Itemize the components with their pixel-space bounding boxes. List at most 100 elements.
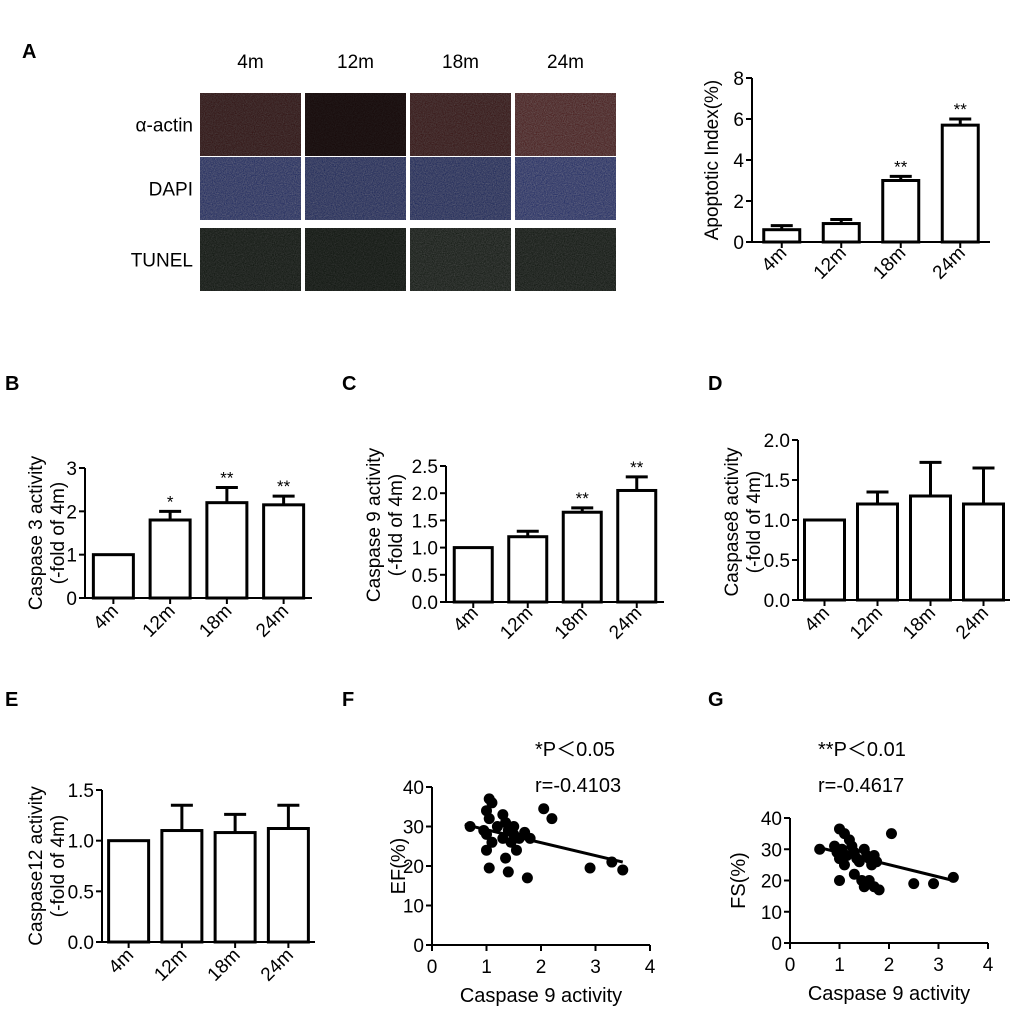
data-point bbox=[464, 821, 476, 832]
data-point bbox=[871, 856, 883, 868]
x-tick-label: 18m bbox=[869, 243, 910, 284]
bar-24m bbox=[962, 502, 1005, 602]
data-point bbox=[510, 844, 522, 856]
x-tick-label: 24m bbox=[252, 601, 293, 642]
micrograph-tile bbox=[515, 157, 616, 220]
x-tick-label: 4 bbox=[983, 955, 994, 976]
data-point bbox=[584, 862, 596, 874]
micrograph-tile bbox=[410, 93, 511, 156]
y-tick-label: 1.5 bbox=[764, 471, 790, 492]
micrograph-tile bbox=[410, 228, 511, 291]
data-point bbox=[617, 864, 629, 876]
bar-18m bbox=[881, 179, 921, 244]
x-tick-label: 0 bbox=[427, 957, 438, 978]
micrograph-tile bbox=[410, 157, 511, 220]
data-point bbox=[491, 821, 503, 832]
y-axis-label: FS(%) bbox=[728, 852, 750, 909]
y-tick-label: 2 bbox=[66, 502, 77, 523]
micrograph-row-label: α-actin bbox=[136, 116, 193, 137]
y-tick-label: 8 bbox=[733, 69, 744, 90]
y-axis-label-line: Caspase 3 activity bbox=[26, 455, 47, 610]
r-value-annotation: r=-0.4617 bbox=[818, 775, 904, 797]
micrograph-column-label: 18m bbox=[442, 52, 479, 73]
x-tick-label: 0 bbox=[785, 955, 796, 976]
bar-4m bbox=[452, 546, 494, 604]
significance-marker: ** bbox=[954, 100, 968, 119]
tile-stain bbox=[305, 93, 406, 156]
bar-24m bbox=[262, 503, 306, 600]
micrograph-column-label: 12m bbox=[337, 52, 374, 73]
y-tick-label: 10 bbox=[403, 897, 424, 918]
x-tick-label: 4m bbox=[449, 603, 483, 637]
data-point bbox=[483, 813, 495, 825]
x-tick-label: 12m bbox=[846, 603, 887, 644]
tile-stain bbox=[515, 228, 616, 291]
data-point bbox=[497, 832, 509, 844]
bar-12m bbox=[856, 502, 899, 602]
data-point bbox=[947, 871, 959, 883]
x-tick-label: 1 bbox=[834, 955, 845, 976]
y-tick-label: 2.5 bbox=[412, 457, 438, 478]
y-tick-label: 0.0 bbox=[68, 933, 94, 954]
x-tick-label: 12m bbox=[139, 601, 180, 642]
bar-12m bbox=[821, 222, 861, 244]
y-tick-label: 0 bbox=[733, 233, 744, 254]
bar-4m bbox=[107, 839, 151, 944]
y-tick-label: 1.0 bbox=[68, 832, 94, 853]
x-tick-label: 3 bbox=[933, 955, 944, 976]
x-axis-label: Caspase 9 activity bbox=[808, 983, 970, 1005]
panel-letter-F: F bbox=[342, 689, 354, 711]
y-tick-label: 0.0 bbox=[764, 591, 790, 612]
y-tick-label: 6 bbox=[733, 110, 744, 131]
x-tick-label: 2 bbox=[536, 957, 547, 978]
y-axis-label-line: (-fold of 4m) bbox=[744, 471, 765, 573]
x-tick-label: 4m bbox=[758, 243, 792, 277]
data-point bbox=[873, 884, 885, 896]
y-tick-label: 20 bbox=[403, 857, 424, 878]
y-tick-label: 1.0 bbox=[764, 511, 790, 532]
data-point bbox=[481, 844, 492, 856]
tile-stain bbox=[305, 228, 406, 291]
data-point bbox=[524, 832, 536, 844]
regression-line bbox=[464, 823, 624, 864]
x-tick-label: 12m bbox=[150, 945, 191, 986]
y-axis-label: Apoptotic Index(%) bbox=[702, 80, 723, 241]
x-tick-label: 12m bbox=[810, 243, 851, 284]
micrograph-column-label: 4m bbox=[237, 52, 263, 73]
bar-4m bbox=[762, 228, 802, 244]
y-axis-label-line: Caspase 9 activity bbox=[364, 447, 385, 602]
x-tick-label: 18m bbox=[551, 603, 592, 644]
p-value-annotation: **P＜0.01 bbox=[818, 739, 906, 761]
panel-letter-A: A bbox=[22, 41, 36, 63]
y-axis-label: EF(%) bbox=[388, 838, 410, 895]
y-axis-label: Caspase8 activity(-fold of 4m) bbox=[722, 447, 765, 596]
data-point bbox=[848, 868, 860, 880]
data-point bbox=[486, 836, 498, 848]
micrograph-tile bbox=[200, 93, 301, 156]
y-tick-label: 10 bbox=[761, 903, 782, 924]
y-tick-label: 0 bbox=[771, 934, 782, 955]
panel-letter-G: G bbox=[708, 689, 724, 711]
data-point bbox=[538, 803, 550, 815]
tile-stain bbox=[200, 228, 301, 291]
bar-12m bbox=[507, 535, 549, 604]
y-tick-label: 30 bbox=[761, 840, 782, 861]
data-point bbox=[483, 862, 495, 874]
bar-24m bbox=[940, 123, 980, 244]
y-tick-label: 1.5 bbox=[412, 511, 438, 532]
y-tick-label: 3 bbox=[66, 459, 77, 480]
y-tick-label: 2.0 bbox=[764, 431, 790, 452]
tile-stain bbox=[515, 157, 616, 220]
significance-marker: ** bbox=[894, 157, 908, 176]
bar-4m bbox=[803, 518, 846, 602]
bar-18m bbox=[205, 501, 249, 600]
x-tick-label: 18m bbox=[195, 601, 236, 642]
micrograph-row-label: DAPI bbox=[149, 180, 193, 201]
x-tick-label: 4m bbox=[801, 603, 835, 637]
x-tick-label: 24m bbox=[952, 603, 993, 644]
x-tick-label: 4m bbox=[89, 601, 123, 635]
x-tick-label: 4m bbox=[105, 945, 139, 979]
tile-stain bbox=[305, 157, 406, 220]
